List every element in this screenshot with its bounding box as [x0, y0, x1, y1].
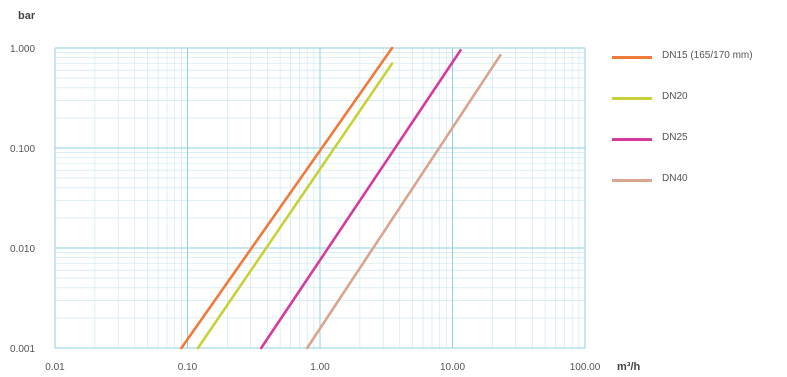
x-tick-label: 0.10	[178, 362, 198, 373]
legend-label: DN20	[662, 91, 688, 102]
x-tick-label: 100.00	[570, 362, 601, 373]
y-tick-label: 0.010	[10, 244, 35, 255]
legend-label: DN15 (165/170 mm)	[662, 50, 753, 61]
series-line	[305, 53, 502, 350]
legend-swatch	[612, 179, 652, 182]
legend-swatch	[612, 138, 652, 141]
y-tick-label: 0.100	[10, 144, 35, 155]
x-tick-label: 0.01	[45, 362, 65, 373]
series-line	[180, 46, 394, 350]
x-axis-label: m³/h	[617, 361, 641, 373]
legend-label: DN40	[662, 173, 688, 184]
series-line	[196, 62, 394, 350]
x-tick-label: 10.00	[440, 362, 465, 373]
y-tick-label: 1.000	[10, 44, 35, 55]
series-line	[259, 48, 462, 350]
y-axis-label: bar	[18, 10, 36, 22]
legend-swatch	[612, 97, 652, 100]
y-tick-label: 0.001	[10, 344, 35, 355]
legend-swatch	[612, 56, 652, 59]
x-tick-label: 1.00	[310, 362, 330, 373]
legend-label: DN25	[662, 132, 688, 143]
